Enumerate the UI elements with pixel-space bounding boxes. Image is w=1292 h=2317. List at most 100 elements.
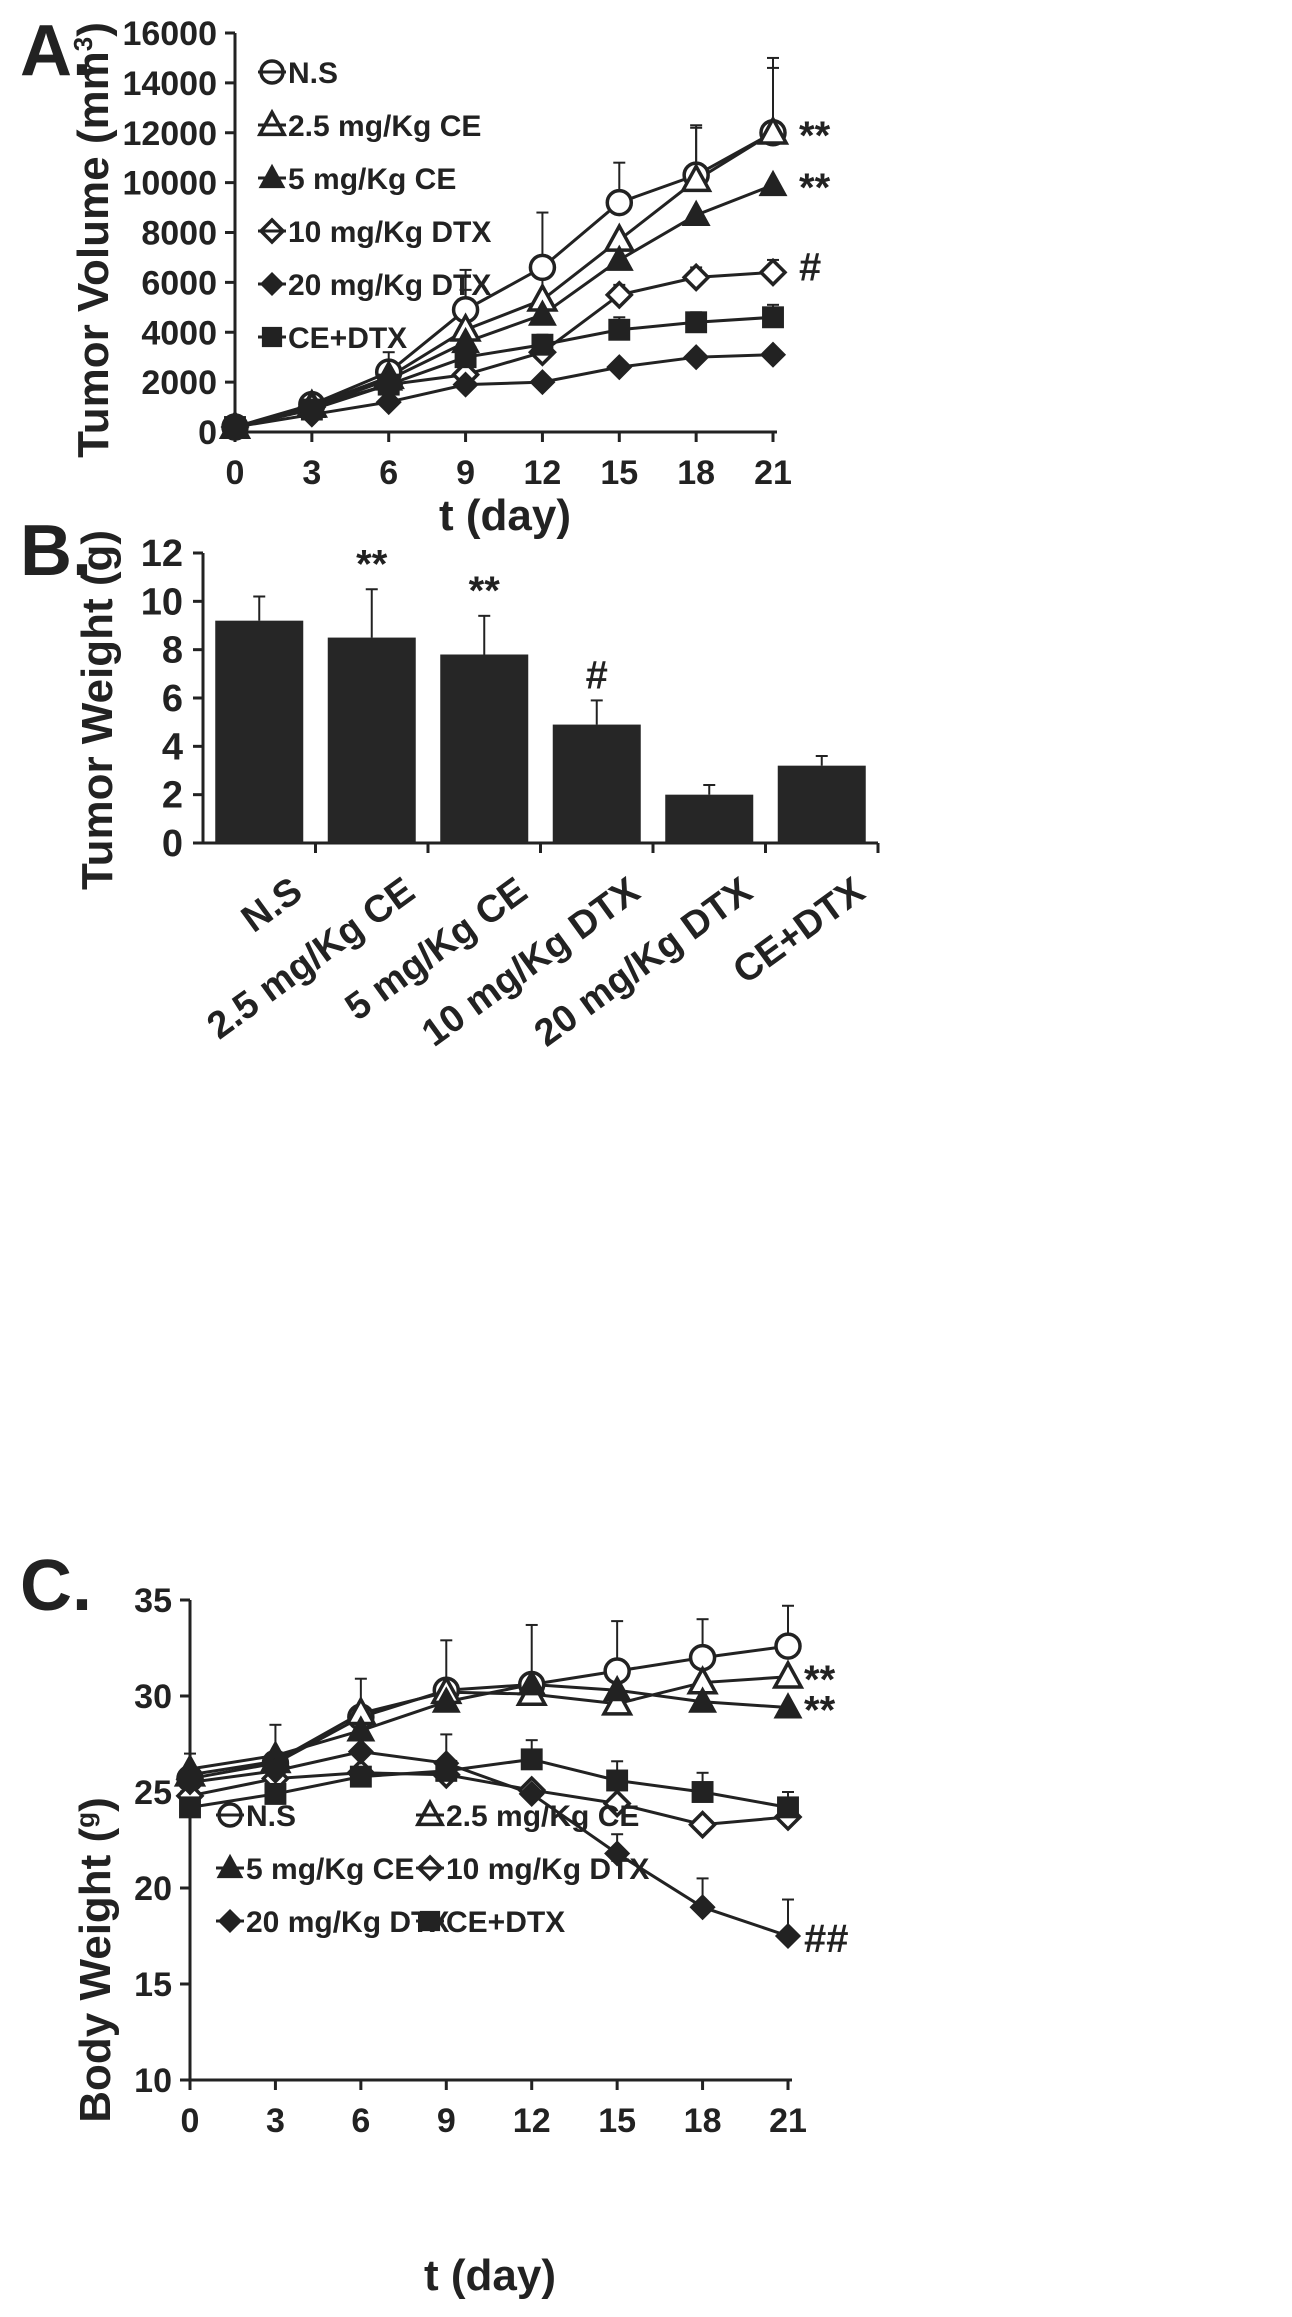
data-point-c-4 [689, 1894, 716, 1921]
data-point-c-3 [688, 1810, 718, 1840]
y-tick-label-b: 2 [162, 775, 183, 817]
significance-label-b: ** [356, 542, 388, 586]
data-point-c-5 [349, 1765, 372, 1788]
bar-b [552, 724, 641, 843]
panel-c-y-axis-title: Body Weight (g) [70, 1797, 120, 2122]
legend-entry-c: 2.5 mg/Kg CE [446, 1800, 639, 1833]
category-label-b: N.S [234, 870, 310, 941]
bar-b [440, 654, 529, 843]
series-line-c-0 [189, 1644, 789, 1781]
legend-marker-a [256, 108, 288, 137]
significance-label-c: ## [804, 1917, 849, 1961]
x-tick-label-c: 6 [351, 2102, 370, 2140]
data-point-c-2 [602, 1674, 632, 1702]
x-tick-label-a: 3 [302, 454, 321, 492]
data-point-c-0 [774, 1632, 802, 1660]
y-tick-label-c: 30 [134, 1678, 172, 1716]
legend-entry-c: N.S [246, 1800, 296, 1833]
x-tick-label-c: 18 [684, 2102, 722, 2140]
y-tick-label-b: 10 [141, 581, 183, 623]
x-tick-label-c: 0 [181, 2102, 200, 2140]
data-point-c-5 [179, 1796, 201, 1819]
data-point-a-3 [758, 257, 788, 287]
data-point-a-5 [300, 398, 323, 421]
x-tick-label-a: 15 [600, 454, 638, 492]
panel-c-label: C. [20, 1546, 92, 1626]
y-tick-label-a: 2000 [141, 364, 217, 402]
data-point-a-4 [606, 354, 633, 381]
legend-entry-a: N.S [288, 57, 338, 90]
legend-entry-c: 5 mg/Kg CE [246, 1853, 414, 1886]
y-tick-label-a: 4000 [141, 314, 217, 352]
data-point-a-2 [527, 299, 557, 326]
data-point-a-5 [685, 311, 708, 334]
data-point-c-4 [774, 1922, 802, 1950]
y-tick-label-a: 6000 [141, 264, 217, 302]
bar-b [327, 637, 416, 843]
significance-label-c: ** [804, 1658, 836, 1702]
significance-label-b: ** [469, 569, 501, 613]
data-point-a-4 [683, 344, 710, 371]
series-line-c-4 [189, 1750, 789, 1938]
significance-label-a: ** [799, 114, 831, 158]
data-point-a-1 [679, 162, 713, 193]
bar-b [777, 765, 866, 843]
legend-entry-c: 10 mg/Kg DTX [446, 1853, 649, 1886]
bar-b [665, 794, 754, 843]
data-point-c-4 [604, 1840, 631, 1867]
data-point-c-4 [347, 1738, 374, 1765]
y-tick-label-a: 8000 [141, 215, 217, 253]
legend-entry-c: CE+DTX [446, 1906, 565, 1939]
series-line-c-2 [189, 1682, 789, 1771]
panel-b-y-axis-title: Tumor Weight (g) [73, 530, 122, 890]
data-point-c-4 [176, 1769, 204, 1796]
series-line-c-3 [189, 1771, 789, 1827]
y-tick-label-b: 12 [141, 533, 183, 575]
data-point-c-2 [688, 1686, 718, 1713]
data-point-c-2 [431, 1686, 461, 1713]
data-point-a-5 [454, 346, 477, 369]
data-point-a-4 [375, 389, 402, 416]
data-point-c-2 [517, 1669, 547, 1696]
data-point-a-5 [531, 333, 554, 356]
y-tick-label-b: 8 [162, 630, 183, 672]
legend-entry-a: 20 mg/Kg DTX [288, 269, 491, 302]
legend-entry-a: CE+DTX [288, 322, 407, 355]
panel-a-y-axis-title: Tumor Volume (mm3) [68, 22, 118, 458]
x-tick-label-a: 0 [226, 454, 245, 492]
y-tick-label-a: 12000 [122, 115, 217, 153]
legend-entry-a: 2.5 mg/Kg CE [288, 110, 481, 143]
legend-entry-c: 20 mg/Kg DTX [246, 1906, 449, 1939]
bar-b [215, 620, 304, 843]
legend-entry-a: 10 mg/Kg DTX [288, 216, 491, 249]
significance-label-c: ** [804, 1689, 836, 1733]
panel-a-label: A. [20, 11, 92, 91]
data-point-a-5 [608, 318, 631, 341]
x-tick-label-a: 18 [677, 454, 715, 492]
legend-marker-a [258, 163, 286, 189]
data-point-c-3 [602, 1789, 632, 1818]
series-line-c-5 [189, 1757, 789, 1809]
legend-marker-c [216, 1853, 244, 1879]
panel-c-x-axis-title: t (day) [424, 2251, 556, 2300]
x-tick-label-c: 21 [769, 2102, 807, 2140]
data-point-c-4 [262, 1757, 289, 1784]
legend-marker-c [414, 1798, 446, 1827]
y-tick-label-a: 16000 [122, 15, 217, 53]
y-tick-label-c: 25 [134, 1774, 172, 1812]
y-tick-label-a: 0 [198, 414, 217, 452]
data-point-c-5 [691, 1781, 714, 1803]
data-point-c-5 [606, 1769, 629, 1792]
data-point-a-2 [681, 199, 711, 226]
x-tick-label-c: 3 [266, 2102, 285, 2140]
data-point-c-5 [777, 1796, 799, 1819]
data-point-a-3 [681, 262, 711, 292]
significance-label-a: # [799, 245, 821, 289]
data-point-c-4 [518, 1780, 545, 1807]
x-tick-label-a: 9 [456, 454, 475, 492]
y-tick-label-c: 10 [134, 2062, 172, 2100]
data-point-a-0 [528, 253, 557, 282]
legend-entry-a: 5 mg/Kg CE [288, 163, 456, 196]
